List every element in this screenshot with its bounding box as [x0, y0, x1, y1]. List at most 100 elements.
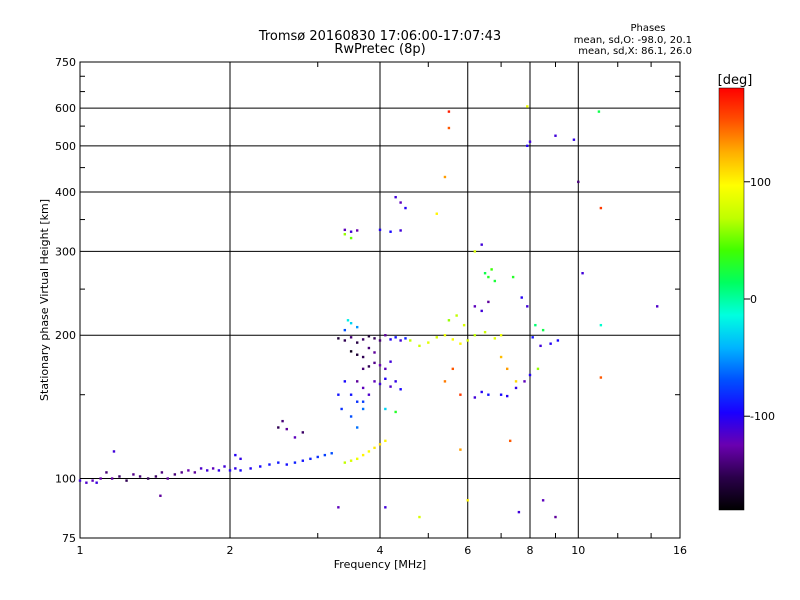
data-point: [528, 373, 532, 377]
data-point: [435, 336, 438, 339]
data-point: [367, 393, 371, 396]
data-point: [309, 457, 312, 461]
y-tick-label: 200: [55, 329, 76, 342]
data-point: [487, 300, 490, 304]
data-point: [526, 105, 529, 108]
data-point: [337, 393, 340, 396]
data-point: [110, 477, 114, 480]
data-point: [166, 477, 169, 480]
data-point: [447, 319, 451, 322]
data-point: [373, 380, 376, 383]
data-point: [199, 467, 203, 470]
data-point: [125, 479, 128, 482]
colorbar-ticks: 100 0 -100: [744, 176, 775, 423]
data-point: [517, 510, 521, 514]
data-point: [528, 140, 532, 143]
data-point: [526, 305, 529, 308]
data-point: [523, 380, 526, 383]
data-point: [531, 336, 534, 339]
data-point: [394, 380, 397, 383]
data-point: [404, 206, 407, 210]
data-point: [389, 338, 392, 341]
data-point: [490, 268, 493, 271]
data-point: [378, 364, 382, 367]
data-point: [655, 305, 659, 308]
data-point: [293, 461, 297, 464]
data-point: [223, 465, 226, 468]
x-tick-label: 16: [673, 544, 687, 557]
data-point: [394, 195, 397, 199]
data-point: [361, 355, 365, 359]
data-point: [343, 228, 347, 232]
data-point: [154, 475, 158, 478]
data-point: [505, 394, 509, 398]
data-point: [389, 360, 392, 363]
data-point: [361, 367, 365, 371]
data-point: [493, 337, 497, 340]
data-point: [105, 471, 108, 474]
data-point: [451, 367, 455, 371]
data-point: [473, 396, 477, 399]
y-tick-label: 750: [55, 56, 76, 69]
data-point: [285, 463, 288, 466]
data-point: [577, 180, 580, 184]
data-point: [343, 380, 347, 383]
data-point: [173, 473, 177, 476]
data-point: [541, 499, 545, 502]
data-point: [118, 475, 121, 478]
data-point: [316, 455, 319, 459]
data-point: [355, 341, 359, 344]
data-point: [99, 477, 102, 480]
data-point: [384, 334, 387, 337]
data-point: [355, 426, 359, 429]
chart-subtitle: RwPretec (8p): [334, 42, 425, 57]
x-tick-label: 4: [377, 544, 384, 557]
grid-lines: [80, 62, 680, 538]
data-point: [330, 452, 333, 455]
x-tick-label: 6: [464, 544, 471, 557]
data-point: [293, 436, 297, 439]
data-point: [511, 275, 515, 279]
data-point: [361, 338, 365, 341]
data-point: [499, 393, 503, 396]
data-point: [277, 426, 280, 429]
data-point: [373, 361, 376, 365]
data-point: [355, 400, 359, 403]
data-point: [378, 228, 382, 232]
data-point: [228, 469, 232, 472]
data-point: [599, 323, 603, 327]
data-point: [447, 110, 451, 113]
data-point: [384, 377, 387, 380]
data-point: [85, 481, 88, 484]
data-point: [473, 334, 477, 337]
data-point: [459, 393, 462, 396]
data-point: [378, 382, 382, 386]
data-point: [346, 319, 350, 322]
data-point: [480, 390, 483, 394]
data-point: [505, 367, 509, 371]
data-point: [95, 481, 98, 484]
data-point: [499, 355, 503, 359]
data-point: [389, 385, 392, 388]
data-point: [349, 415, 353, 418]
data-point: [549, 342, 552, 345]
data-point: [409, 339, 412, 342]
data-point: [160, 471, 164, 474]
data-point: [373, 351, 376, 354]
data-point: [349, 321, 353, 325]
data-point: [373, 337, 376, 340]
stats-line-o: mean, sd,O: -98.0, 20.1: [574, 35, 692, 46]
colorbar: [718, 87, 745, 511]
data-point: [112, 450, 116, 453]
data-point: [285, 427, 288, 431]
data-point: [487, 275, 490, 279]
data-point: [418, 344, 421, 348]
data-point: [343, 461, 347, 464]
data-point: [337, 337, 340, 340]
x-tick-label: 10: [571, 544, 585, 557]
data-point: [499, 334, 503, 337]
data-point: [384, 506, 387, 509]
data-point: [239, 457, 242, 461]
data-point: [349, 236, 353, 240]
data-point: [323, 453, 327, 457]
